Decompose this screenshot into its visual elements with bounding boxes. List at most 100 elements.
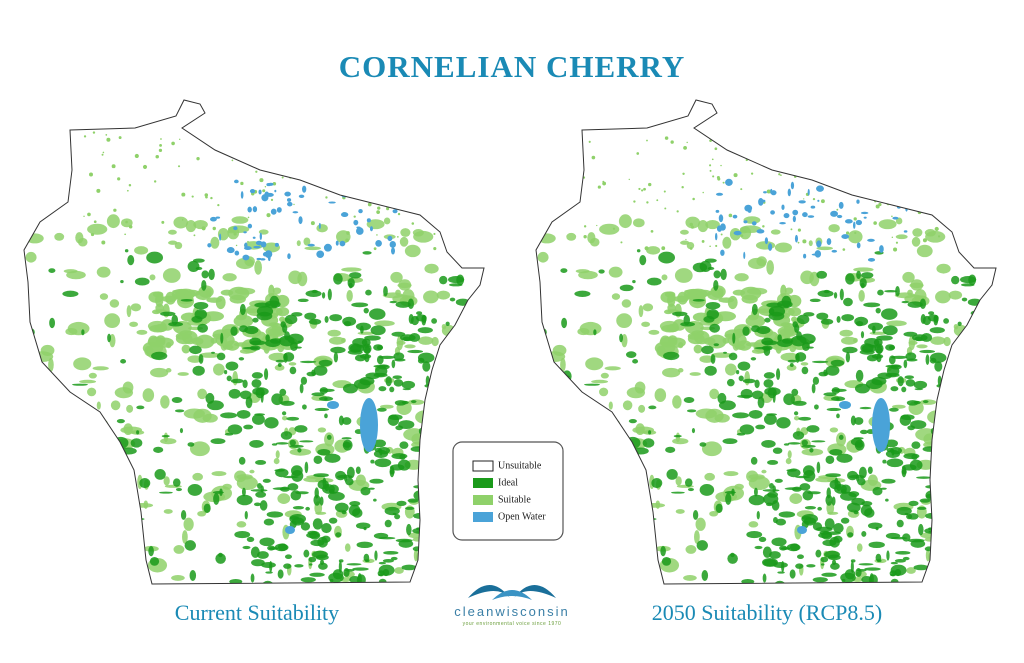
suitable-patch [150,367,169,378]
suitable-speck [113,208,117,212]
suitable-patch [288,362,297,366]
suitable-patch [162,268,181,283]
water-patch [261,194,269,202]
water-patch [274,242,279,247]
suitable-patch [187,355,203,363]
suitable-speck [682,172,685,175]
suitable-patch [191,337,204,346]
ideal-patch [283,563,292,569]
ideal-patch [378,561,386,565]
ideal-patch [623,514,641,526]
suitable-patch [643,502,666,508]
suitable-speck [735,146,740,151]
ideal-patch [751,390,764,400]
ideal-patch [378,386,387,392]
ideal-patch [250,546,260,558]
ideal-patch [944,522,949,534]
water-patch [249,189,256,194]
suitable-patch [87,223,108,235]
ideal-patch [389,300,398,304]
ideal-patch [435,462,444,465]
ideal-patch [399,454,406,460]
suitable-patch [916,344,928,349]
suitable-patch [621,506,638,516]
suitable-patch [827,511,839,515]
suitable-patch [953,323,959,330]
ideal-patch [374,447,382,453]
suitable-patch [616,313,633,328]
suitable-patch [182,530,188,544]
ideal-patch [449,297,456,302]
suitable-patch [777,325,798,338]
ideal-patch [284,314,298,325]
suitable-speck [891,215,893,218]
map-caption: Current Suitability [175,600,339,625]
suitable-patch [344,543,351,552]
suitable-speck [702,191,704,194]
ideal-patch [897,376,904,387]
ideal-patch [561,317,568,329]
ideal-patch [815,526,833,532]
ideal-patch [886,447,894,453]
suitable-speck [783,137,787,141]
ideal-patch [921,333,933,342]
ideal-patch [692,510,699,520]
ideal-patch [732,412,750,419]
suitable-patch [129,321,139,327]
suitable-patch [591,379,609,384]
suitable-speck [217,203,220,207]
ideal-patch [901,465,907,478]
suitable-speck [735,133,738,136]
suitable-patch [604,424,623,431]
ideal-patch [769,482,774,490]
suitable-patch [423,426,445,432]
ideal-patch [242,346,260,350]
ideal-patch [431,318,438,324]
water-patch [787,188,791,197]
suitable-patch [265,325,286,338]
suitable-patch [423,290,439,304]
ideal-patch [203,503,211,514]
ideal-patch [889,407,899,412]
ideal-patch [136,430,140,435]
ideal-patch [318,562,328,570]
ideal-patch [839,288,844,301]
ideal-patch [91,539,96,546]
ideal-patch [439,275,448,285]
water-patch [268,182,274,186]
ideal-patch [598,469,613,479]
ideal-patch [687,487,694,492]
ideal-patch [109,551,117,559]
ideal-patch [244,325,259,335]
ideal-patch [28,420,35,424]
ideal-patch [891,355,908,359]
ideal-patch [603,539,608,546]
suitable-patch [550,555,560,569]
ideal-patch [416,311,423,316]
suitable-patch [134,246,149,255]
ideal-patch [742,326,750,337]
ideal-patch [820,563,825,566]
suitable-patch [685,216,701,229]
suitable-patch [177,372,189,376]
suitable-patch [210,236,220,249]
suitable-patch [848,230,863,244]
suitable-patch [910,279,924,291]
ideal-patch [728,352,738,361]
suitable-speck [646,201,649,204]
ideal-patch [118,504,129,514]
ideal-patch [876,559,882,563]
ideal-patch [753,487,758,497]
ideal-patch [754,379,760,389]
ideal-patch [187,260,200,273]
suitable-patch [56,484,69,497]
ideal-patch [850,438,863,446]
suitable-patch [273,458,280,465]
suitable-speck [908,176,912,180]
suitable-speck [293,203,295,206]
ideal-patch [717,392,727,404]
ideal-patch [401,380,416,389]
ideal-patch [338,559,344,563]
suitable-patch [677,368,684,373]
ideal-patch [789,543,800,552]
